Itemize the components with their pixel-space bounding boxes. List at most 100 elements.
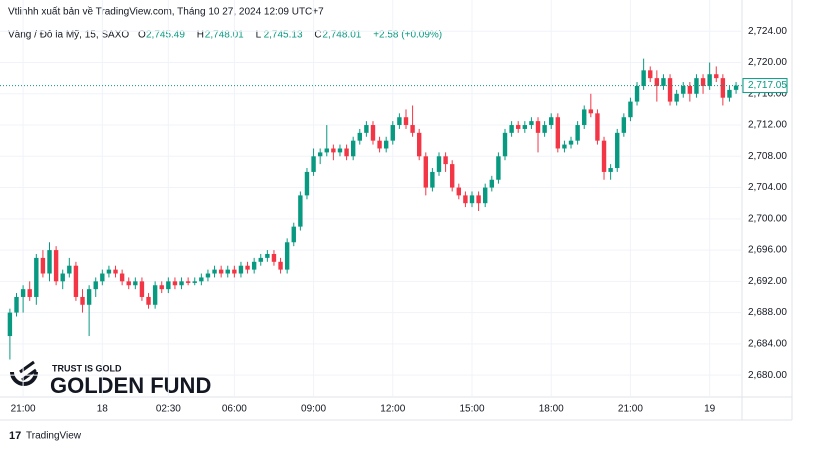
candle-body [727, 89, 732, 98]
y-tick-label: 2,700.00 [748, 213, 787, 224]
candle-body [535, 121, 541, 133]
candle-body [608, 168, 613, 172]
candle-body [245, 265, 250, 270]
candle-body [443, 156, 448, 165]
candle-body [172, 281, 178, 286]
candle-body [720, 78, 726, 98]
candle-body [562, 144, 567, 149]
x-tick-label: 02:30 [156, 404, 181, 415]
y-tick-label: 2,716.00 [748, 88, 787, 99]
candle-body [311, 156, 316, 172]
candle-body [324, 148, 329, 153]
quote-key: O [138, 30, 146, 41]
candle-body [516, 125, 521, 129]
y-tick-label: 2,692.00 [748, 276, 787, 287]
candle-body [476, 195, 481, 204]
candle-body [700, 78, 706, 86]
x-tick-label: 18 [97, 404, 109, 415]
candle-body [397, 117, 402, 126]
candle-body [192, 281, 197, 283]
candle-body [575, 125, 580, 141]
candle-body [509, 125, 514, 133]
candle-body [641, 70, 646, 86]
quote-key: H [197, 30, 204, 41]
y-tick-label: 2,684.00 [748, 338, 787, 349]
candle-body [265, 253, 270, 258]
candle-body [357, 132, 362, 141]
candle-body [337, 148, 343, 153]
quote-key: L [256, 30, 262, 41]
x-tick-label: 19 [704, 404, 716, 415]
candle-body [159, 285, 164, 290]
candles [7, 58, 739, 360]
candle-body [53, 250, 59, 282]
candle-body [179, 281, 184, 286]
slogan: TRUST IS GOLD [52, 363, 122, 373]
y-tick-label: 2,696.00 [748, 245, 787, 256]
candle-body [278, 261, 283, 270]
candle-body [86, 289, 92, 305]
candle-body [601, 140, 607, 172]
watermark: TRUST IS GOLD GOLDEN FUND [10, 360, 211, 398]
candle-body [364, 125, 369, 133]
candle-body [225, 269, 230, 274]
candle-body [212, 269, 217, 274]
candle-body [93, 281, 98, 290]
candle-body [469, 195, 475, 204]
candle-body [595, 113, 600, 141]
candle-body [317, 152, 323, 157]
candle-body [185, 281, 191, 283]
candle-body [298, 195, 303, 227]
candle-body [615, 132, 620, 169]
candle-body [667, 78, 673, 102]
candle-body [542, 125, 547, 133]
candle-body [146, 296, 151, 305]
candle-body [681, 85, 686, 94]
footer-brand: TradingView [26, 431, 82, 442]
candle-body [549, 117, 554, 126]
candle-body [344, 148, 349, 157]
quote-value: 2,745.13 [264, 30, 303, 41]
candle-body [582, 109, 587, 126]
candle-body [40, 257, 46, 274]
candle-body [634, 85, 640, 102]
brand: GOLDEN FUND [50, 373, 211, 398]
candle-body [291, 226, 296, 243]
candle-body [258, 257, 263, 262]
candle-body [232, 269, 237, 274]
x-tick-label: 21:00 [11, 404, 36, 415]
candle-body [529, 121, 534, 126]
candle-body [648, 70, 653, 79]
candle-body [199, 277, 204, 282]
candle-body [390, 125, 395, 141]
candle-body [555, 117, 561, 149]
candle-body [588, 109, 594, 114]
quote-key: C [314, 30, 321, 41]
candle-body [483, 187, 488, 204]
candle-body [251, 261, 257, 270]
candle-body [436, 156, 442, 172]
candle-body [628, 101, 633, 118]
candle-body [271, 253, 277, 262]
candle-body [133, 281, 138, 286]
candle-body [27, 289, 32, 297]
candle-body [238, 265, 244, 274]
quote-value: 2,748.01 [322, 30, 361, 41]
last-price-tag [742, 78, 788, 94]
candle-body [73, 265, 79, 297]
candle-body [7, 312, 13, 337]
x-tick-label: 18:00 [539, 404, 564, 415]
candle-body [20, 289, 26, 297]
candle-body [80, 296, 85, 305]
candle-body [522, 125, 528, 129]
candle-body [502, 132, 508, 157]
candle-body [100, 273, 105, 282]
candle-body [14, 296, 19, 313]
candle-body [205, 273, 211, 278]
candle-body [383, 140, 389, 149]
candle-body [654, 78, 660, 86]
quote-value: +2.58 (+0.09%) [373, 30, 442, 41]
candle-body [568, 140, 574, 145]
candle-body [403, 117, 409, 126]
